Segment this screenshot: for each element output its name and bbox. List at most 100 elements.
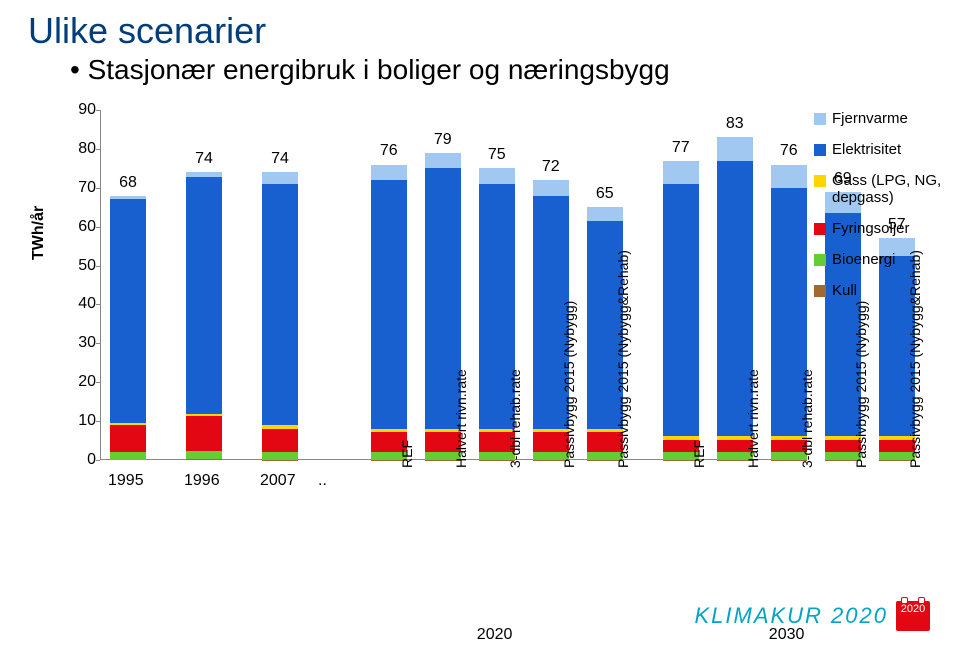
y-axis	[100, 110, 101, 460]
bar-value-label: 74	[186, 150, 222, 168]
group-year-label: 2020	[477, 626, 513, 644]
plot-area: 010203040506070809068747476REF79Halvert …	[100, 110, 784, 460]
bar-segment	[110, 199, 146, 423]
legend-item: Kull	[814, 282, 954, 299]
y-tick	[96, 382, 100, 383]
y-tick-label: 10	[66, 412, 96, 430]
legend-label: Elektrisitet	[832, 141, 901, 158]
bar-segment	[587, 207, 623, 221]
legend-swatch	[814, 223, 826, 235]
x-tick-label: REF	[399, 432, 415, 468]
legend-item: Fjernvarme	[814, 110, 954, 127]
legend-item: Fyringsoljer	[814, 220, 954, 237]
bar-segment	[186, 177, 222, 414]
y-tick-label: 40	[66, 295, 96, 313]
bar-value-label: 68	[110, 174, 146, 192]
x-tick-label: Passivbygg 2015 (Nybygg)	[853, 432, 869, 468]
bar-segment	[371, 180, 407, 429]
legend-label: Fjernvarme	[832, 110, 908, 127]
bar-segment	[110, 425, 146, 452]
footer-brand: KLIMAKUR 2020 2020	[650, 601, 930, 631]
group-year-label: 1996	[184, 472, 220, 490]
y-tick-label: 0	[66, 451, 96, 469]
bar-value-label: 76	[771, 142, 807, 160]
bar	[663, 161, 699, 460]
y-tick-label: 90	[66, 101, 96, 119]
bar-value-label: 77	[663, 139, 699, 157]
bar-segment	[771, 165, 807, 188]
y-tick	[96, 266, 100, 267]
bar-segment	[717, 137, 753, 160]
legend-swatch	[814, 254, 826, 266]
x-tick-label: REF	[691, 432, 707, 468]
legend-swatch	[814, 144, 826, 156]
bar-segment	[186, 459, 222, 460]
y-tick-label: 20	[66, 373, 96, 391]
bar	[186, 172, 222, 460]
legend-item: Gass (LPG, NG, depgass)	[814, 172, 954, 206]
calendar-icon: 2020	[896, 601, 930, 631]
bar-segment	[479, 168, 515, 184]
y-tick-label: 70	[66, 179, 96, 197]
legend: Fjernvarme Elektrisitet Gass (LPG, NG, dep…	[814, 110, 954, 313]
legend-label: Kull	[832, 282, 857, 299]
bar-segment	[533, 180, 569, 196]
chart: TWh/år 010203040506070809068747476REF79H…	[30, 110, 930, 580]
bar-value-label: 76	[371, 142, 407, 160]
bar-value-label: 75	[479, 146, 515, 164]
group-year-label: 1995	[108, 472, 144, 490]
legend-swatch	[814, 113, 826, 125]
y-tick	[96, 188, 100, 189]
bar-segment	[371, 165, 407, 181]
y-tick	[96, 460, 100, 461]
bar-segment	[425, 153, 461, 169]
legend-swatch	[814, 175, 826, 187]
bar-value-label: 83	[717, 115, 753, 133]
y-tick-label: 30	[66, 334, 96, 352]
bar	[371, 165, 407, 461]
bar-segment	[186, 451, 222, 459]
bar-segment	[110, 452, 146, 460]
bar-value-label: 72	[533, 158, 569, 176]
legend-swatch	[814, 285, 826, 297]
bar-segment	[262, 452, 298, 460]
y-tick-label: 80	[66, 140, 96, 158]
legend-item: Elektrisitet	[814, 141, 954, 158]
bar	[110, 196, 146, 460]
legend-label: Gass (LPG, NG, depgass)	[832, 172, 954, 206]
y-tick	[96, 149, 100, 150]
y-tick-label: 50	[66, 257, 96, 275]
y-tick	[96, 304, 100, 305]
y-tick	[96, 110, 100, 111]
legend-label: Fyringsoljer	[832, 220, 910, 237]
bar-segment	[186, 416, 222, 451]
page-title: Ulike scenarier	[0, 0, 960, 52]
x-tick-label: 3-dbl rehab.rate	[799, 432, 815, 468]
group-year-label: ..	[318, 472, 327, 490]
y-tick	[96, 421, 100, 422]
bar-segment	[262, 172, 298, 183]
bar-value-label: 74	[262, 150, 298, 168]
y-tick-label: 60	[66, 218, 96, 236]
bar-value-label: 79	[425, 131, 461, 149]
x-tick-label: Halvert rivn.rate	[453, 432, 469, 468]
x-tick-label: Passivbygg 2015 (Nybygg&Rehab)	[615, 432, 631, 468]
bar-segment	[663, 184, 699, 436]
group-year-label: 2007	[260, 472, 296, 490]
legend-label: Bioenergi	[832, 251, 895, 268]
bar-segment	[262, 184, 298, 425]
y-axis-label: TWh/år	[30, 206, 48, 260]
legend-item: Bioenergi	[814, 251, 954, 268]
bar	[262, 172, 298, 460]
bar-segment	[663, 161, 699, 184]
x-tick-label: 3-dbl rehab.rate	[507, 432, 523, 468]
bar-value-label: 65	[587, 185, 623, 203]
y-tick	[96, 343, 100, 344]
x-tick-label: Passivbygg 2015 (Nybygg)	[561, 432, 577, 468]
y-tick	[96, 227, 100, 228]
footer-text: KLIMAKUR 2020	[694, 603, 888, 629]
x-tick-label: Passivbygg 2015 (Nybygg&Rehab)	[907, 432, 923, 468]
page-subtitle: • Stasjonær energibruk i boliger og næri…	[0, 52, 960, 86]
bar-segment	[262, 429, 298, 452]
x-tick-label: Halvert rivn.rate	[745, 432, 761, 468]
